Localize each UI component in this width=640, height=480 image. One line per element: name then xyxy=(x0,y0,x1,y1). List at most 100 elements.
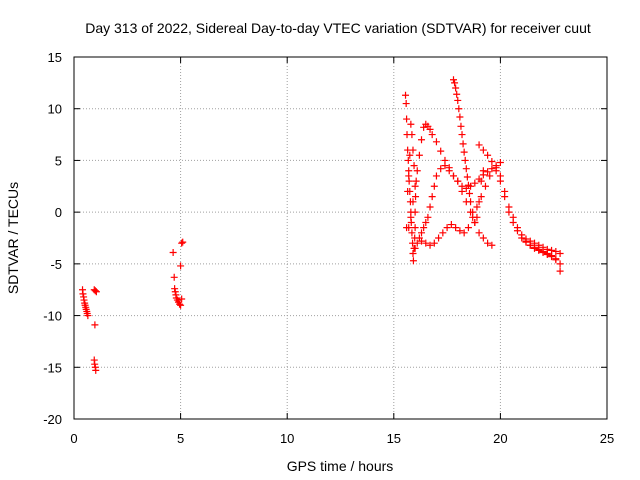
data-point xyxy=(439,229,447,237)
data-point xyxy=(424,213,432,221)
data-point xyxy=(526,237,534,245)
x-axis-label: GPS time / hours xyxy=(287,458,394,474)
data-point xyxy=(91,360,99,368)
data-point xyxy=(428,131,436,139)
series-group-3-peak-B xyxy=(449,76,487,226)
data-point xyxy=(428,193,436,201)
x-tick-label: 5 xyxy=(177,431,184,446)
data-point xyxy=(92,288,100,296)
data-point xyxy=(408,229,416,237)
data-point xyxy=(430,239,438,247)
data-point xyxy=(484,168,492,176)
data-point xyxy=(437,147,445,155)
data-point xyxy=(556,267,564,275)
data-point xyxy=(451,79,459,87)
data-point xyxy=(460,229,468,237)
data-point xyxy=(410,162,418,170)
x-tick-label: 25 xyxy=(600,431,614,446)
data-point xyxy=(548,246,556,254)
data-point xyxy=(452,84,460,92)
data-point xyxy=(409,250,417,258)
data-point xyxy=(170,273,178,281)
data-point xyxy=(84,312,92,320)
data-point xyxy=(91,287,99,295)
data-point xyxy=(552,247,560,255)
data-point xyxy=(404,156,412,164)
data-point xyxy=(407,120,415,128)
data-point xyxy=(411,182,419,190)
data-point xyxy=(513,227,521,235)
data-point xyxy=(475,229,483,237)
data-point xyxy=(509,218,517,226)
data-point xyxy=(453,90,461,98)
data-point xyxy=(475,141,483,149)
data-point xyxy=(420,224,428,232)
data-point xyxy=(413,167,421,175)
data-point xyxy=(484,151,492,159)
data-point xyxy=(456,113,464,121)
data-point xyxy=(179,238,187,246)
series-group-3-arc-B xyxy=(411,162,496,252)
series-group-3-left-column xyxy=(402,91,420,265)
data-point xyxy=(481,182,489,190)
x-tick-label: 0 xyxy=(70,431,77,446)
y-tick-label: -5 xyxy=(50,257,62,272)
series-group-2 xyxy=(169,238,187,309)
data-point xyxy=(475,198,483,206)
data-point xyxy=(402,91,410,99)
data-point xyxy=(441,162,449,170)
data-point xyxy=(79,290,87,298)
data-point xyxy=(430,182,438,190)
data-point xyxy=(171,288,179,296)
data-point xyxy=(473,203,481,211)
data-point xyxy=(552,255,560,263)
data-point xyxy=(418,229,426,237)
data-point xyxy=(403,115,411,123)
data-point xyxy=(471,218,479,226)
data-point xyxy=(486,172,494,180)
data-point xyxy=(464,224,472,232)
grid xyxy=(74,57,607,419)
data-point xyxy=(479,167,487,175)
data-point xyxy=(454,177,462,185)
data-point xyxy=(458,131,466,139)
data-points xyxy=(79,76,564,374)
plot-frame xyxy=(73,56,608,420)
data-point xyxy=(435,234,443,242)
data-point xyxy=(543,245,551,253)
data-point xyxy=(535,241,543,249)
data-point xyxy=(426,241,434,249)
data-point xyxy=(408,131,416,139)
data-point xyxy=(413,239,421,247)
y-tick-label: 5 xyxy=(55,153,62,168)
y-tick-label: 15 xyxy=(48,50,62,65)
data-point xyxy=(454,96,462,104)
data-point xyxy=(477,177,485,185)
data-point xyxy=(477,193,485,201)
data-point xyxy=(426,203,434,211)
y-tick-label: -15 xyxy=(43,360,62,375)
data-point xyxy=(479,234,487,242)
data-point xyxy=(496,177,504,185)
data-point xyxy=(556,250,564,258)
y-axis-label: SDTVAR / TECUs xyxy=(5,182,21,294)
data-point xyxy=(501,193,509,201)
data-point xyxy=(496,158,504,166)
y-tick-label: -20 xyxy=(43,412,62,427)
data-point xyxy=(426,125,434,133)
series-group-3-lower xyxy=(418,172,494,249)
data-point xyxy=(531,239,539,247)
data-point xyxy=(418,136,426,144)
data-point xyxy=(80,296,88,304)
data-point xyxy=(432,138,440,146)
data-point xyxy=(411,224,419,232)
data-point xyxy=(405,172,413,180)
data-point xyxy=(411,244,419,252)
data-point xyxy=(457,122,465,130)
data-point xyxy=(473,213,481,221)
data-point xyxy=(176,300,184,308)
x-tick-label: 20 xyxy=(493,431,507,446)
data-point xyxy=(177,262,185,270)
data-point xyxy=(169,248,177,256)
